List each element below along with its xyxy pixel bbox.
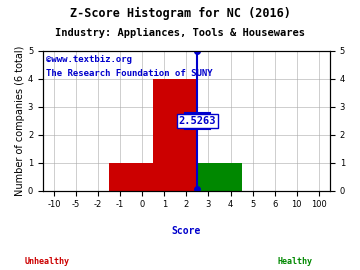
Text: Healthy: Healthy [278,257,313,266]
Text: The Research Foundation of SUNY: The Research Foundation of SUNY [46,69,212,78]
Text: 2.5263: 2.5263 [179,116,216,126]
Bar [153,79,197,191]
Text: Z-Score Histogram for NC (2016): Z-Score Histogram for NC (2016) [69,7,291,20]
Text: Unhealthy: Unhealthy [24,257,69,266]
Y-axis label: Number of companies (6 total): Number of companies (6 total) [15,46,25,196]
Text: ©www.textbiz.org: ©www.textbiz.org [46,55,132,64]
Bar [197,163,242,191]
Text: Industry: Appliances, Tools & Housewares: Industry: Appliances, Tools & Housewares [55,28,305,38]
Bar [109,163,153,191]
X-axis label: Score: Score [172,226,201,236]
